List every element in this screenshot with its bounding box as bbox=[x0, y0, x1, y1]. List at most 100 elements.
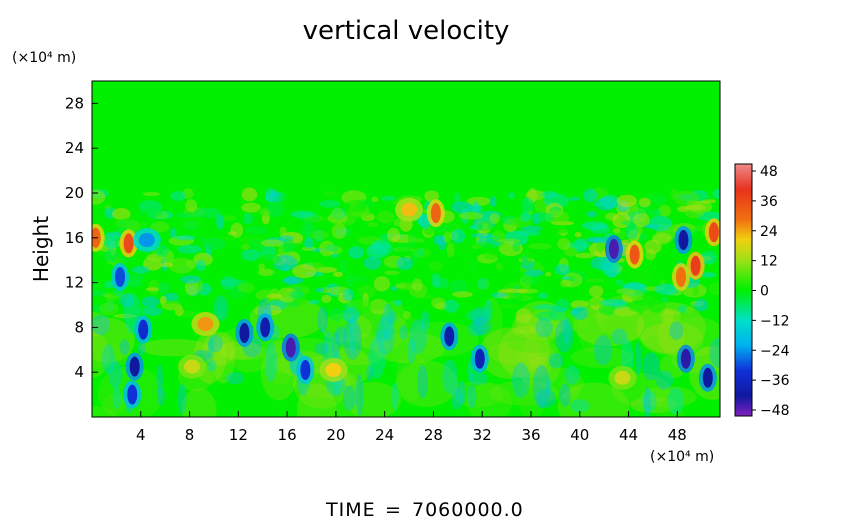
field-patch bbox=[150, 221, 170, 233]
field-patch bbox=[376, 329, 390, 343]
field-patch bbox=[372, 331, 446, 364]
field-patch bbox=[195, 259, 207, 272]
field-patch bbox=[712, 188, 720, 200]
field-patch bbox=[334, 326, 347, 346]
field-patch bbox=[351, 309, 408, 351]
field-patch bbox=[202, 331, 236, 367]
field-patch bbox=[608, 266, 619, 271]
field-patch bbox=[396, 348, 427, 401]
field-patch bbox=[669, 321, 684, 340]
field-feature-core bbox=[474, 348, 485, 369]
field-patch bbox=[92, 406, 117, 417]
field-patch bbox=[451, 228, 466, 244]
field-patch bbox=[498, 325, 551, 379]
field-patch bbox=[170, 227, 177, 239]
field-patch bbox=[92, 290, 106, 297]
field-patch bbox=[638, 197, 651, 208]
time-value: 7060000.0 bbox=[412, 499, 524, 519]
field-patch bbox=[266, 293, 283, 299]
field-patch bbox=[385, 306, 401, 317]
field-patch bbox=[395, 242, 415, 252]
field-patch bbox=[557, 382, 630, 417]
field-patch bbox=[314, 342, 330, 355]
field-patch bbox=[114, 217, 139, 229]
field-patch bbox=[520, 211, 531, 222]
field-patch bbox=[213, 295, 229, 322]
field-patch bbox=[506, 333, 560, 354]
field-patch bbox=[532, 365, 551, 409]
field-patch bbox=[491, 230, 505, 242]
field-patch bbox=[180, 275, 201, 284]
field-patch bbox=[163, 300, 182, 311]
field-patch bbox=[411, 278, 423, 292]
field-patch bbox=[329, 307, 344, 322]
field-patch bbox=[332, 271, 343, 278]
field-feature-core bbox=[285, 337, 296, 358]
field-patch bbox=[616, 194, 638, 207]
field-patch bbox=[348, 314, 357, 354]
field-feature-core bbox=[325, 362, 342, 377]
field-patch bbox=[536, 389, 556, 408]
field-patch bbox=[92, 275, 98, 286]
field-feature-core bbox=[608, 239, 619, 259]
field-feature-core bbox=[430, 203, 441, 224]
field-patch bbox=[529, 356, 552, 377]
field-patch bbox=[472, 316, 491, 336]
field-patch bbox=[502, 288, 529, 294]
field-patch bbox=[147, 279, 160, 295]
field-patch bbox=[466, 382, 512, 417]
field-feature-core bbox=[444, 326, 455, 347]
plot-frame bbox=[91, 80, 721, 418]
field-patch bbox=[208, 337, 215, 360]
field-patch bbox=[175, 234, 196, 241]
field-patch bbox=[154, 244, 169, 257]
field-patch bbox=[260, 209, 270, 216]
field-patch bbox=[642, 352, 660, 381]
field-feature-core bbox=[675, 267, 686, 287]
field-patch bbox=[512, 241, 521, 252]
field-patch bbox=[518, 378, 545, 417]
field-patch bbox=[559, 376, 581, 403]
colorbar-tick-label: 12 bbox=[760, 254, 778, 270]
field-patch bbox=[387, 310, 397, 324]
field-patch bbox=[330, 207, 344, 223]
field-patch bbox=[112, 387, 121, 410]
field-patch bbox=[484, 299, 493, 321]
field-patch bbox=[476, 242, 492, 251]
field-patch bbox=[218, 341, 263, 361]
colorbar-ticks: 48 36 24 12 0 −12 −24 −36 −48 bbox=[752, 164, 790, 419]
field-patch bbox=[391, 382, 399, 411]
field-patch bbox=[456, 381, 467, 406]
field-feature-core bbox=[401, 202, 418, 217]
field-patch bbox=[92, 314, 111, 336]
field-patch bbox=[240, 249, 262, 261]
field-patch bbox=[343, 381, 402, 417]
field-patch bbox=[621, 239, 630, 246]
field-patch bbox=[468, 321, 485, 337]
field-patch bbox=[508, 192, 515, 199]
field-patch bbox=[508, 289, 523, 306]
field-patch bbox=[221, 236, 237, 241]
field-patch bbox=[295, 235, 304, 244]
field-feature-core bbox=[629, 244, 640, 265]
field-patch bbox=[523, 366, 584, 400]
field-patch bbox=[424, 190, 439, 202]
field-patch bbox=[290, 210, 315, 218]
field-patch bbox=[396, 256, 414, 271]
field-feature-core bbox=[138, 319, 149, 340]
field-patch bbox=[402, 310, 412, 320]
field-patch bbox=[277, 287, 298, 303]
field-patch bbox=[491, 292, 508, 298]
field-patch bbox=[335, 373, 360, 417]
field-patch bbox=[479, 327, 541, 379]
field-patch bbox=[331, 223, 347, 240]
colorbar-tick-label: 48 bbox=[760, 164, 778, 180]
field-patch bbox=[465, 310, 487, 321]
field-patch bbox=[281, 238, 295, 253]
field-patch bbox=[237, 282, 255, 294]
field-patch bbox=[611, 328, 628, 345]
field-patch bbox=[99, 302, 119, 316]
field-patch bbox=[315, 287, 325, 293]
field-patch bbox=[574, 231, 582, 238]
field-patch bbox=[407, 232, 417, 246]
